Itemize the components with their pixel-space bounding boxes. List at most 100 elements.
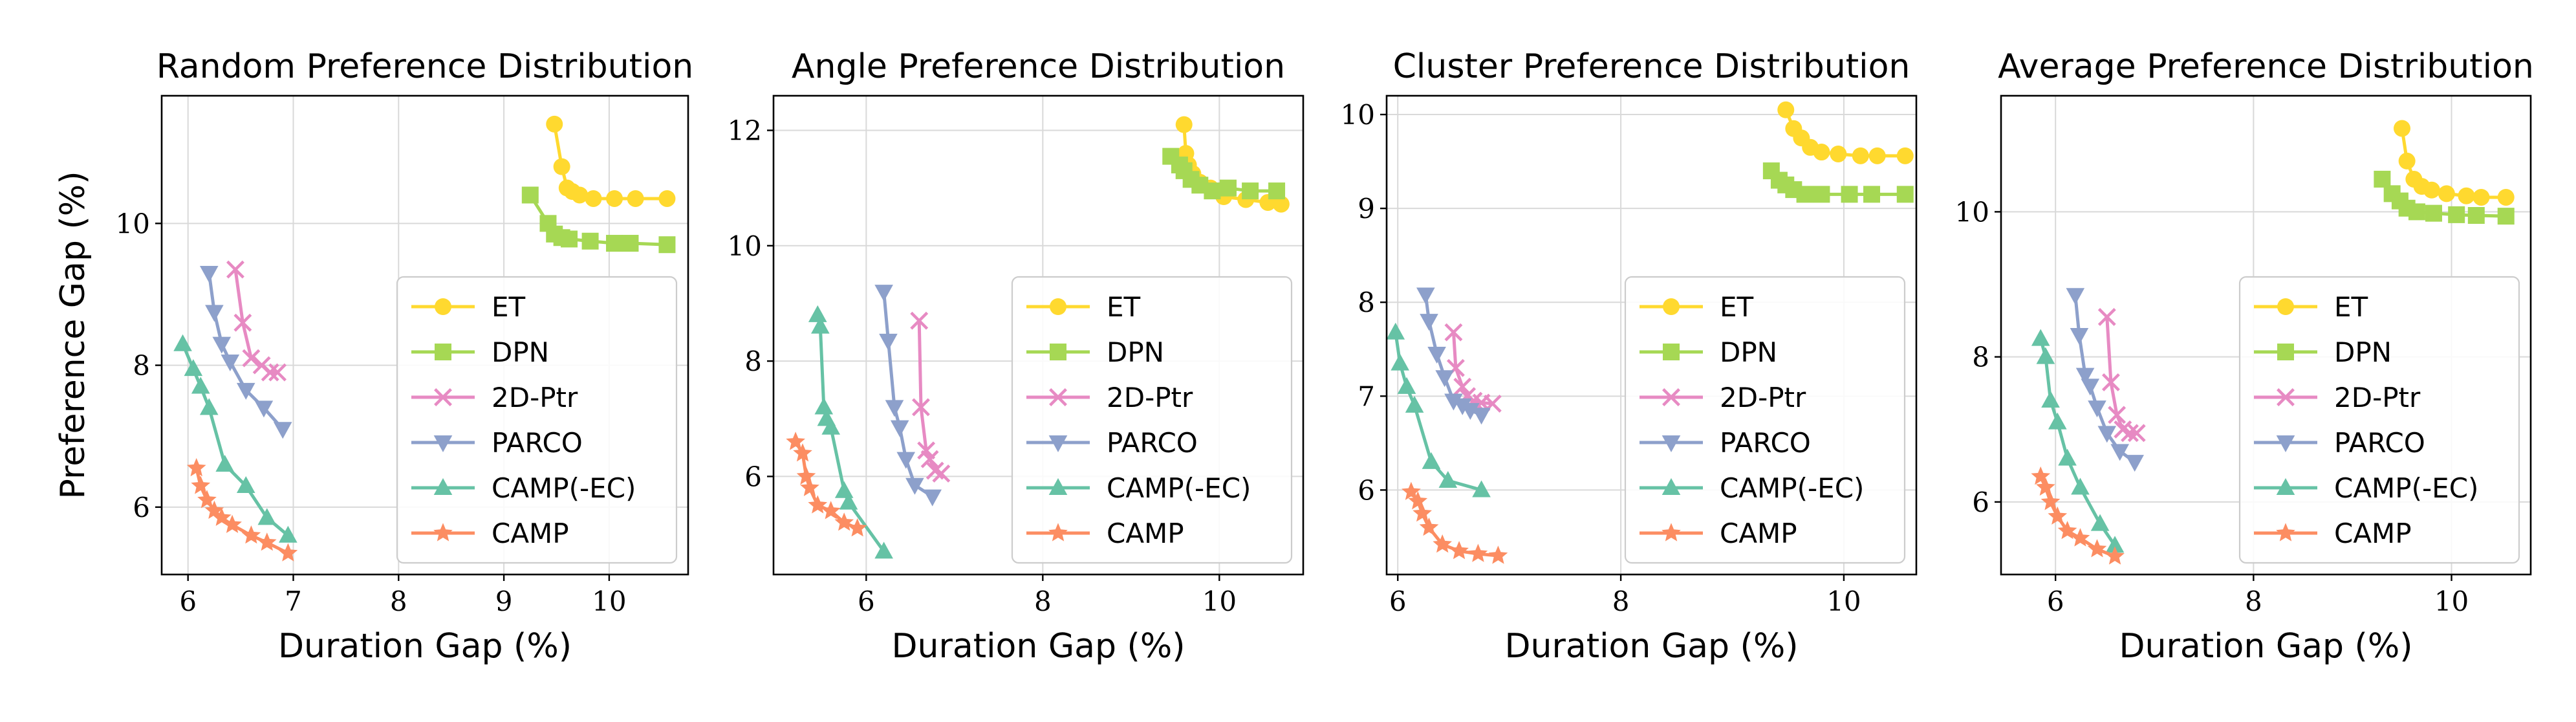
legend-label: CAMP — [2334, 518, 2412, 549]
data-point-2d-ptr — [2127, 424, 2146, 443]
series-line-2d-ptr — [2105, 316, 2137, 435]
legend-label: CAMP(-EC) — [1107, 472, 1251, 504]
data-point-dpn — [1796, 186, 1813, 203]
data-point-2d-ptr — [242, 349, 261, 367]
legend-label: PARCO — [492, 427, 583, 459]
chart-panel-1: 6 7 8 9 10 6 8 10 Random Preference Distribution… — [54, 47, 693, 666]
data-point-parco — [1427, 346, 1446, 364]
data-point-camp-ec — [1438, 470, 1458, 488]
data-point-camp — [821, 501, 841, 520]
data-point-et — [1175, 116, 1193, 133]
legend-marker — [2276, 435, 2295, 452]
legend-marker — [1661, 523, 1681, 542]
y-tick-label: 12 — [728, 115, 762, 146]
legend-item-2d-ptr: 2D-Ptr — [1640, 382, 1806, 413]
data-point-camp — [2070, 528, 2090, 547]
legend-item-et: ET — [2254, 291, 2368, 323]
data-point-parco — [1435, 370, 1454, 388]
data-point-dpn — [1219, 179, 1237, 197]
x-tick-label: 9 — [495, 585, 513, 617]
plot-frame — [772, 94, 1304, 576]
legend-label: DPN — [492, 336, 549, 368]
data-point-et — [546, 115, 563, 133]
data-point-camp-ec — [834, 481, 854, 498]
data-point-camp-ec — [199, 398, 219, 415]
data-point-camp-ec — [2048, 412, 2067, 430]
series-dpn — [1162, 148, 1286, 200]
y-tick-label: 6 — [744, 461, 762, 492]
series-camp-ec — [173, 334, 298, 543]
data-point-2d-ptr — [2108, 406, 2127, 424]
data-point-parco — [874, 285, 893, 302]
data-point-parco — [212, 336, 232, 354]
data-point-camp-ec — [2071, 477, 2090, 495]
data-point-parco — [254, 400, 274, 418]
data-point-camp-ec — [279, 525, 298, 543]
data-point-camp-ec — [184, 359, 203, 377]
legend-label: 2D-Ptr — [1107, 382, 1193, 413]
legend-marker — [2276, 478, 2295, 496]
data-point-camp-ec — [215, 455, 234, 472]
data-point-parco — [2110, 444, 2130, 461]
legend: ET DPN 2D-Ptr PARCO CAMP(-EC) CAMP — [396, 276, 678, 564]
legend-label: PARCO — [2334, 427, 2425, 459]
legend-label: DPN — [1720, 336, 1777, 368]
data-point-et — [2398, 152, 2416, 170]
series-2d-ptr — [226, 260, 287, 382]
legend-label: PARCO — [1107, 427, 1198, 459]
data-point-parco — [1472, 408, 1491, 425]
data-point-camp-ec — [2041, 390, 2060, 408]
data-point-camp-ec — [1397, 377, 1416, 394]
data-point-parco — [2066, 288, 2085, 305]
legend-marker — [434, 388, 452, 406]
y-tick-label: 8 — [744, 345, 762, 377]
data-point-dpn — [606, 235, 623, 252]
x-tick-label: 8 — [1612, 585, 1630, 617]
series-camp-ec — [2031, 329, 2125, 553]
data-point-camp-ec — [2058, 448, 2077, 466]
data-point-et — [1852, 147, 1869, 164]
legend-item-2d-ptr: 2D-Ptr — [2254, 382, 2421, 413]
data-point-et — [2497, 188, 2515, 206]
legend-box — [2238, 276, 2520, 564]
x-tick-label: 6 — [1389, 585, 1407, 617]
legend-item-camp: CAMP — [1640, 518, 1797, 549]
chart-panel-4: 6 8 10 6 8 10 Average Preference Distribution D… — [1955, 47, 2534, 666]
data-point-parco — [2125, 455, 2144, 472]
data-point-camp-ec — [2031, 329, 2050, 346]
plot-frame — [2000, 94, 2532, 576]
data-point-camp — [800, 477, 819, 496]
legend-marker — [1663, 344, 1680, 360]
series-et — [546, 115, 676, 207]
data-point-parco — [2070, 327, 2089, 345]
legend-box — [1011, 276, 1293, 564]
y-tick-label: 10 — [116, 208, 150, 239]
legend-item-2d-ptr: 2D-Ptr — [1026, 382, 1193, 413]
data-point-parco — [199, 266, 219, 283]
data-point-dpn — [1204, 182, 1221, 200]
legend-label: 2D-Ptr — [2334, 382, 2421, 413]
legend-item-camp-ec: CAMP(-EC) — [1026, 472, 1251, 504]
legend-label: 2D-Ptr — [492, 382, 578, 413]
chart-title: Average Preference Distribution — [1998, 47, 2534, 86]
legend-item-camp: CAMP — [1026, 518, 1184, 549]
data-point-parco — [896, 452, 916, 469]
data-point-camp — [222, 514, 242, 533]
x-tick-label: 10 — [1202, 585, 1237, 617]
legend-label: CAMP(-EC) — [2334, 472, 2478, 504]
legend-item-camp: CAMP — [2254, 518, 2412, 549]
data-point-et — [606, 190, 623, 207]
x-axis-label: Duration Gap (%) — [278, 627, 572, 666]
series-2d-ptr — [2097, 308, 2146, 443]
data-point-parco — [221, 355, 240, 372]
series-camp — [786, 432, 867, 537]
data-point-et — [1830, 145, 1847, 162]
legend-item-2d-ptr: 2D-Ptr — [411, 382, 578, 413]
legend-item-et: ET — [1026, 291, 1141, 323]
series-dpn — [2374, 170, 2515, 225]
data-point-dpn — [1242, 182, 1259, 200]
data-point-dpn — [2374, 170, 2391, 188]
data-point-camp — [241, 525, 261, 544]
legend-label: DPN — [1107, 336, 1164, 368]
